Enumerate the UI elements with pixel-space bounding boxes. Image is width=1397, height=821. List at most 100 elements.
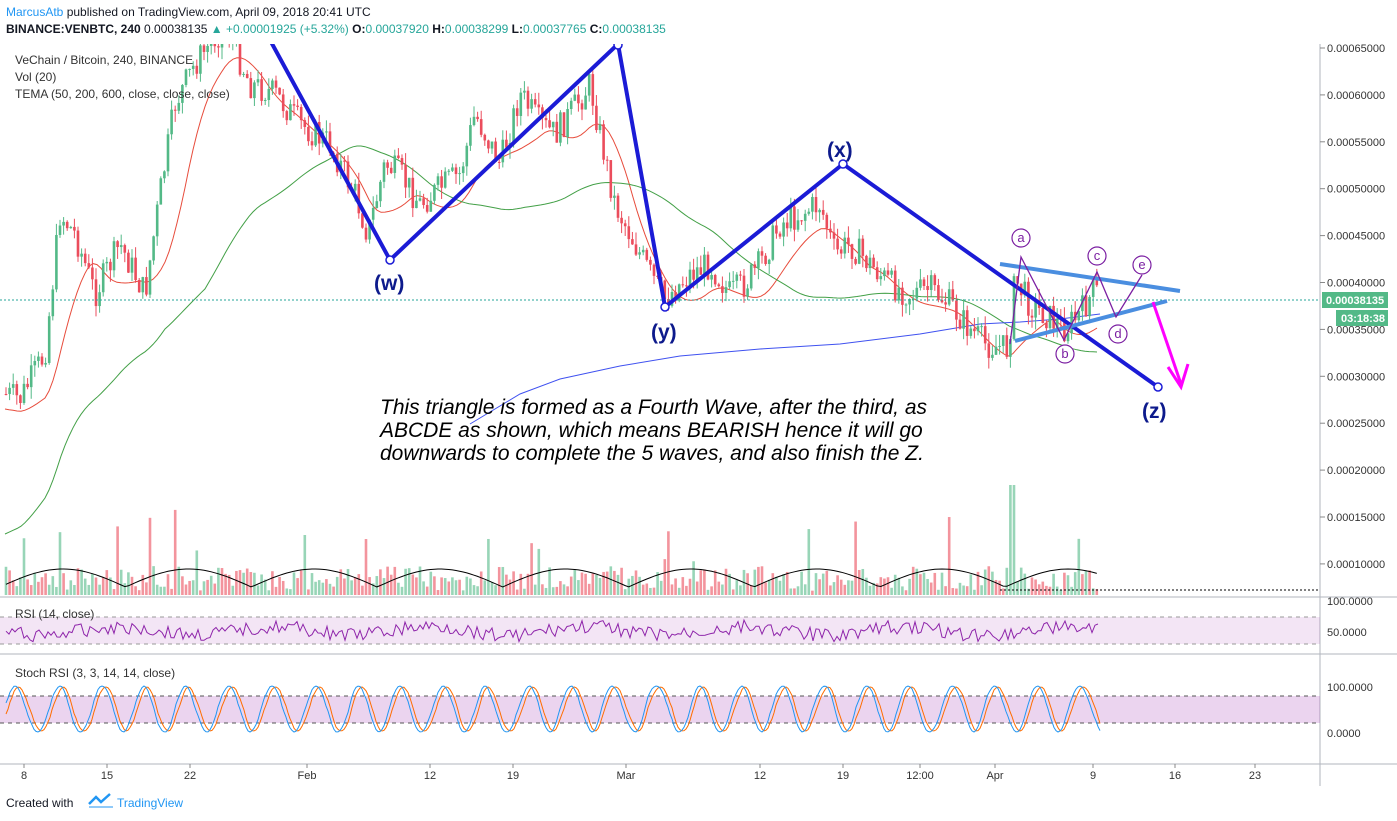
volume-bar bbox=[908, 578, 911, 595]
volume-bar bbox=[983, 569, 987, 595]
volume-bar bbox=[231, 585, 235, 595]
volume-bar bbox=[659, 580, 663, 595]
volume-bar bbox=[767, 579, 771, 595]
time-tick-label: 22 bbox=[184, 770, 196, 782]
candle-body bbox=[62, 221, 65, 226]
volume-bar bbox=[141, 574, 145, 595]
wave-label-x: (x) bbox=[827, 139, 853, 162]
volume-bar bbox=[958, 582, 962, 595]
candle-body bbox=[969, 328, 973, 336]
volume-bar bbox=[980, 585, 983, 595]
candle-body bbox=[548, 120, 551, 128]
volume-bar bbox=[22, 538, 26, 595]
candle-body bbox=[325, 131, 328, 133]
time-tick-label: 8 bbox=[21, 770, 27, 782]
candle-body bbox=[717, 284, 721, 287]
wave-point-x[interactable] bbox=[838, 159, 848, 169]
tradingview-logo-icon[interactable] bbox=[88, 792, 114, 808]
volume-bar bbox=[811, 590, 814, 595]
price-chart[interactable]: 0.00065000 0.00060000 0.00055000 0.00050000… bbox=[0, 17, 1397, 786]
publish-line: MarcusAtb published on TradingView.com, … bbox=[6, 5, 371, 19]
volume-bar bbox=[314, 581, 317, 595]
candle-body bbox=[22, 383, 26, 404]
legend-rsi: RSI (14, close) bbox=[15, 607, 94, 621]
candle-body bbox=[886, 270, 890, 275]
candle-body bbox=[883, 270, 886, 277]
candle-body bbox=[1001, 335, 1005, 346]
volume-bar bbox=[422, 581, 425, 595]
volume-bar bbox=[591, 573, 595, 595]
candle-body bbox=[206, 45, 209, 52]
volume-bar bbox=[371, 583, 375, 595]
volume-bar bbox=[757, 566, 760, 595]
candle-body bbox=[483, 134, 487, 141]
candle-body bbox=[962, 310, 965, 329]
volume-bar bbox=[937, 589, 940, 595]
volume-bar bbox=[83, 578, 87, 595]
volume-bar bbox=[299, 570, 303, 595]
chart-area[interactable]: 0.00065000 0.00060000 0.00055000 0.00050000… bbox=[0, 17, 1397, 786]
volume-bar bbox=[519, 573, 523, 595]
candle-body bbox=[850, 244, 854, 259]
candle-body bbox=[530, 99, 533, 109]
low-value: 0.00037765 bbox=[522, 22, 587, 36]
volume-bar bbox=[40, 577, 44, 595]
candle-body bbox=[490, 141, 494, 149]
candle-body bbox=[857, 238, 861, 264]
candle-body bbox=[620, 217, 623, 224]
candle-body bbox=[677, 284, 681, 301]
volume-bar bbox=[1041, 581, 1045, 595]
volume-bar bbox=[911, 566, 915, 595]
volume-bar bbox=[166, 574, 170, 595]
volume-bar bbox=[364, 539, 368, 595]
legend-title: VeChain / Bitcoin, 240, BINANCE bbox=[15, 53, 193, 67]
wave-point-w[interactable] bbox=[385, 255, 395, 265]
candle-body bbox=[209, 39, 213, 46]
wave-point-y[interactable] bbox=[660, 302, 670, 312]
candle-body bbox=[245, 73, 249, 79]
volume-bar bbox=[137, 590, 141, 595]
candle-body bbox=[289, 104, 292, 121]
volume-bar bbox=[839, 579, 843, 595]
volume-bar bbox=[159, 586, 163, 595]
volume-bar bbox=[760, 566, 764, 595]
close-label: C: bbox=[589, 22, 603, 36]
candle-body bbox=[785, 222, 789, 229]
wave-point-top[interactable] bbox=[613, 40, 623, 50]
price-tick-label: 0.00040000 bbox=[1327, 278, 1385, 290]
candle-body bbox=[364, 227, 368, 240]
volume-bar bbox=[29, 585, 33, 595]
candle-body bbox=[699, 267, 703, 275]
wave-point-z[interactable] bbox=[1153, 382, 1163, 392]
time-tick-label: Mar bbox=[617, 770, 636, 782]
candle-body bbox=[213, 39, 217, 47]
candle-body bbox=[523, 90, 526, 93]
candle-body bbox=[253, 82, 256, 99]
candle-body bbox=[965, 310, 969, 336]
volume-bar bbox=[602, 571, 605, 595]
candle-body bbox=[1077, 311, 1081, 321]
wave-label-y: (y) bbox=[651, 321, 677, 344]
volume-bar bbox=[407, 568, 411, 595]
candle-body bbox=[11, 384, 15, 388]
volume-bar bbox=[1070, 586, 1073, 595]
price-tick-label: 0.00060000 bbox=[1327, 90, 1385, 102]
volume-bar bbox=[274, 586, 278, 595]
candle-body bbox=[1009, 338, 1012, 357]
candle-body bbox=[735, 274, 739, 281]
candle-body bbox=[811, 197, 814, 212]
volume-bar bbox=[829, 585, 832, 595]
candle-body bbox=[872, 257, 875, 268]
candle-body bbox=[26, 383, 29, 388]
candle-body bbox=[825, 214, 829, 229]
author-link[interactable]: MarcusAtb bbox=[6, 5, 64, 19]
tradingview-brand-link[interactable]: TradingView bbox=[117, 796, 184, 810]
volume-bar bbox=[501, 566, 505, 595]
time-tick-label: Apr bbox=[986, 770, 1003, 782]
candle-body bbox=[184, 69, 188, 85]
candle-body bbox=[195, 65, 199, 74]
candle-body bbox=[303, 120, 307, 127]
volume-bar bbox=[710, 586, 713, 595]
volume-bar bbox=[87, 584, 91, 595]
time-tick-label: 19 bbox=[507, 770, 519, 782]
